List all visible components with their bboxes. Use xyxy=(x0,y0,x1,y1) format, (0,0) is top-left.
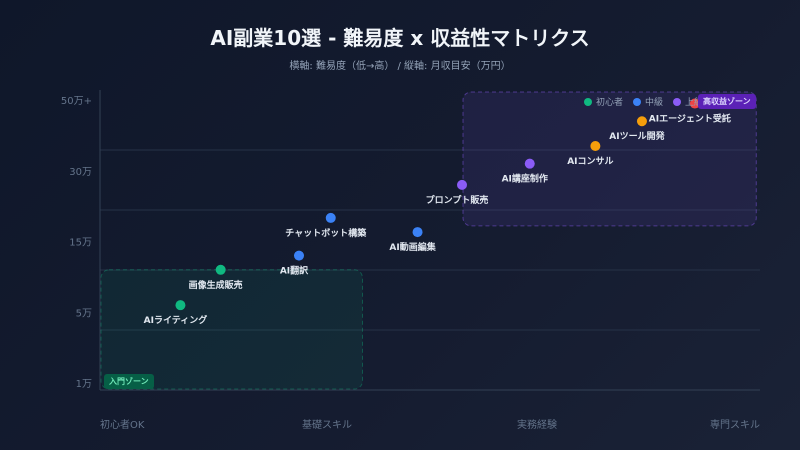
data-point xyxy=(215,264,226,275)
x-tick-label: 初心者OK xyxy=(100,418,145,431)
data-label: AI動画編集 xyxy=(389,241,436,253)
high-profit-zone-badge: 高収益ゾーン xyxy=(698,94,756,109)
data-point xyxy=(689,98,700,109)
data-label: AIエージェント受託 xyxy=(649,113,731,125)
entry-zone-badge: 入門ゾーン xyxy=(104,374,154,389)
data-point xyxy=(524,158,535,169)
y-tick-label: 50万+ xyxy=(61,96,92,107)
legend-swatch xyxy=(673,97,682,106)
legend-entry: 初心者 xyxy=(584,95,623,108)
x-tick-label: 基礎スキル xyxy=(302,418,352,431)
data-label: AI講座制作 xyxy=(502,173,548,185)
chart-title: AI副業10選 - 難易度 x 収益性マトリクス xyxy=(210,26,590,50)
y-tick-label: 30万 xyxy=(69,167,92,178)
x-tick-label: 専門スキル xyxy=(710,419,760,431)
data-point xyxy=(293,250,304,261)
data-label: AIコンサル xyxy=(567,156,613,167)
y-tick-label: 1万 xyxy=(76,379,92,390)
legend-label: 上級 xyxy=(685,98,704,108)
data-label: プロンプト販売 xyxy=(426,194,489,206)
data-point xyxy=(457,179,468,190)
x-tick-label: 実務経験 xyxy=(517,418,557,431)
legend-entry: 上級 xyxy=(673,95,703,108)
data-point xyxy=(636,116,647,127)
legend-label: 中級 xyxy=(645,98,664,108)
legend-label: 初心者 xyxy=(596,98,624,108)
data-label: 画像生成販売 xyxy=(189,279,243,291)
legend-swatch xyxy=(584,97,592,106)
y-tick-label: 15万 xyxy=(69,238,92,249)
chart-subtitle: 横軸: 難易度（低→高） / 縦軸: 月収目安（万円） xyxy=(289,61,511,72)
data-label: チャットボット構築 xyxy=(285,227,367,239)
y-tick-label: 5万 xyxy=(76,308,92,319)
zone-1 xyxy=(462,91,757,227)
data-point xyxy=(325,212,336,223)
data-point xyxy=(590,140,601,151)
legend-entry: 中級 xyxy=(633,95,663,108)
data-label: AIライティング xyxy=(144,314,208,326)
data-label: AI翻訳 xyxy=(280,265,309,277)
data-point xyxy=(175,300,186,311)
data-label: AIツール開発 xyxy=(609,130,665,142)
legend-swatch xyxy=(633,97,642,106)
data-point xyxy=(412,227,423,238)
zone-0 xyxy=(100,269,364,390)
